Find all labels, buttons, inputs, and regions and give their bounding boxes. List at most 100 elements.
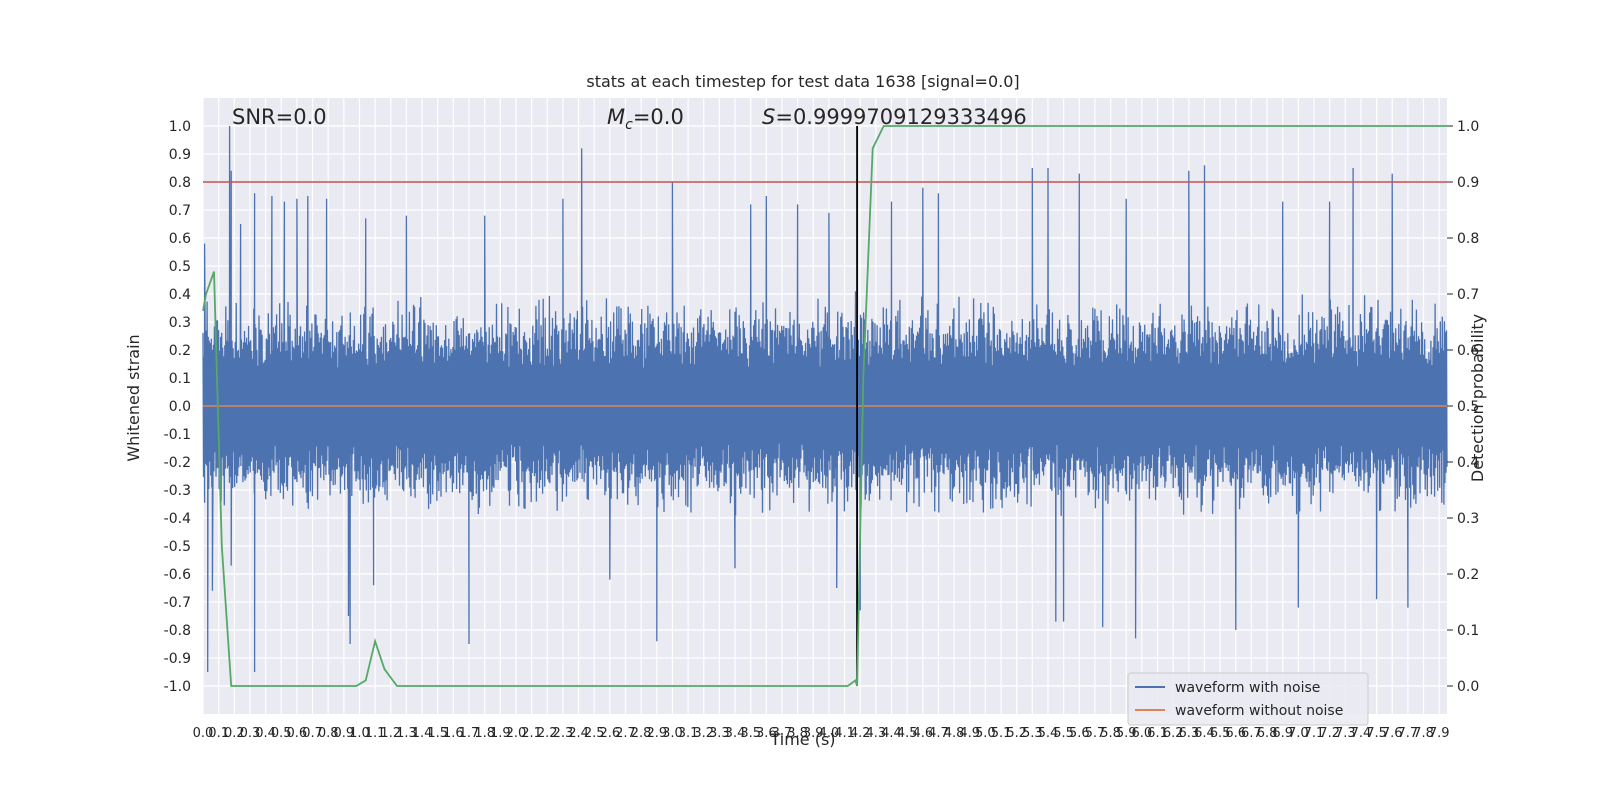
- y-tick-label-right: 0.3: [1457, 511, 1479, 527]
- x-tick-label: 3.2: [693, 726, 714, 741]
- x-tick-label: 1.3: [396, 726, 417, 741]
- x-tick-label: 3.6: [756, 726, 777, 741]
- x-tick-label: 5.9: [1116, 726, 1137, 741]
- detection-probability-line: [202, 125, 1447, 687]
- x-tick-label: 6.4: [1194, 726, 1215, 741]
- y-tick-label: -0.2: [164, 455, 191, 471]
- x-tick-label: 7.6: [1382, 726, 1403, 741]
- y-tick-label: 0.3: [169, 315, 191, 331]
- y-tick-label-right: 0.5: [1457, 399, 1479, 415]
- x-tick-label: 2.8: [631, 726, 652, 741]
- x-tick-label: 0.1: [208, 726, 229, 741]
- x-tick-label: 4.5: [897, 726, 918, 741]
- y-axis-right-label: Detection probability: [1468, 314, 1487, 482]
- x-tick-label: 1.1: [365, 726, 386, 741]
- y-axis-left-label: Whitened strain: [124, 334, 143, 461]
- x-axis-label: Time (s): [769, 730, 835, 749]
- x-tick-label: 1.5: [427, 726, 448, 741]
- x-tick-label: 0.6: [287, 726, 308, 741]
- x-tick-label: 2.2: [537, 726, 558, 741]
- x-tick-label: 4.3: [866, 726, 887, 741]
- x-tick-label: 1.6: [443, 726, 464, 741]
- x-tick-label: 3.8: [787, 726, 808, 741]
- x-tick-label: 2.0: [506, 726, 527, 741]
- y-tick-label: 0.6: [169, 231, 191, 247]
- x-tick-label: 7.5: [1366, 726, 1387, 741]
- x-tick-label: 0.9: [333, 726, 354, 741]
- x-tick-label: 1.2: [380, 726, 401, 741]
- x-tick-label: 4.1: [834, 726, 855, 741]
- x-tick-label: 1.4: [412, 726, 433, 741]
- x-tick-label: 2.9: [646, 726, 667, 741]
- chirp-mass-value: =0.0: [633, 105, 684, 129]
- y-tick-label-right: 0.0: [1457, 679, 1479, 695]
- x-tick-label: 3.4: [725, 726, 746, 741]
- x-tick-label: 0.3: [240, 726, 261, 741]
- x-tick-label: 4.6: [912, 726, 933, 741]
- y-tick-label: 0.5: [169, 259, 191, 275]
- x-tick-label: 6.5: [1210, 726, 1231, 741]
- x-tick-label: 3.5: [740, 726, 761, 741]
- x-tick-label: 4.4: [881, 726, 902, 741]
- x-tick-label: 2.6: [599, 726, 620, 741]
- y-tick-label-right: 0.4: [1457, 455, 1479, 471]
- chart-title: stats at each timestep for test data 163…: [586, 72, 1019, 91]
- x-tick-label: 7.3: [1335, 726, 1356, 741]
- x-tick-label: 2.1: [521, 726, 542, 741]
- x-tick-label: 3.0: [662, 726, 683, 741]
- y-tick-label: 0.4: [169, 287, 191, 303]
- x-tick-label: 7.2: [1319, 726, 1340, 741]
- x-tick-label: 7.1: [1304, 726, 1325, 741]
- y-tick-label: -0.7: [164, 595, 191, 611]
- x-tick-label: 1.0: [349, 726, 370, 741]
- x-tick-label: 0.4: [255, 726, 276, 741]
- y-tick-label: -0.1: [164, 427, 191, 443]
- y-tick-label: -0.9: [164, 651, 191, 667]
- y-tick-label-right: 0.2: [1457, 567, 1479, 583]
- y-tick-label-right: 0.8: [1457, 231, 1479, 247]
- y-tick-label: -0.4: [164, 511, 191, 527]
- x-tick-label: 5.0: [975, 726, 996, 741]
- x-tick-label: 0.8: [318, 726, 339, 741]
- x-tick-label: 5.6: [1069, 726, 1090, 741]
- x-tick-label: 3.7: [772, 726, 793, 741]
- waveform-with-noise-series: [202, 125, 1448, 673]
- x-tick-label: 7.8: [1413, 726, 1434, 741]
- x-tick-label: 7.9: [1429, 726, 1450, 741]
- snr-annotation: SNR=0.0: [232, 105, 327, 129]
- x-tick-label: 2.5: [584, 726, 605, 741]
- x-tick-label: 6.9: [1272, 726, 1293, 741]
- x-tick-label: 3.3: [709, 726, 730, 741]
- y-tick-label-right: 0.9: [1457, 175, 1479, 191]
- x-tick-label: 0.0: [193, 726, 214, 741]
- x-tick-label: 6.3: [1178, 726, 1199, 741]
- y-tick-label: -1.0: [164, 679, 191, 695]
- x-tick-label: 6.6: [1225, 726, 1246, 741]
- x-tick-label: 0.5: [271, 726, 292, 741]
- score-value: =0.9999709129333496: [775, 105, 1026, 129]
- y-tick-label: -0.3: [164, 483, 191, 499]
- legend-label-waveform-with-noise: waveform with noise: [1175, 680, 1320, 696]
- x-tick-label: 6.1: [1147, 726, 1168, 741]
- y-tick-label-right: 0.1: [1457, 623, 1479, 639]
- y-tick-label: 0.1: [169, 371, 191, 387]
- x-tick-label: 4.7: [928, 726, 949, 741]
- x-tick-label: 6.2: [1163, 726, 1184, 741]
- x-tick-label: 6.7: [1241, 726, 1262, 741]
- x-tick-label: 5.4: [1038, 726, 1059, 741]
- x-tick-label: 0.2: [224, 726, 245, 741]
- chirp-mass-subscript: c: [625, 117, 633, 133]
- y-axis-right-ticks: 1.0 0.9 0.8 0.7 0.6 0.5 0.4 0.3 0.2 0.1 0.0: [1447, 119, 1479, 695]
- x-tick-label: 1.7: [459, 726, 480, 741]
- x-tick-label: 1.8: [474, 726, 495, 741]
- x-tick-label: 4.2: [850, 726, 871, 741]
- x-tick-label: 3.1: [678, 726, 699, 741]
- x-tick-label: 4.0: [819, 726, 840, 741]
- x-tick-label: 5.8: [1100, 726, 1121, 741]
- x-tick-label: 5.5: [1053, 726, 1074, 741]
- x-tick-label: 5.7: [1085, 726, 1106, 741]
- chirp-mass-symbol: M: [607, 105, 625, 129]
- x-tick-label: 6.8: [1257, 726, 1278, 741]
- y-tick-label: 0.9: [169, 147, 191, 163]
